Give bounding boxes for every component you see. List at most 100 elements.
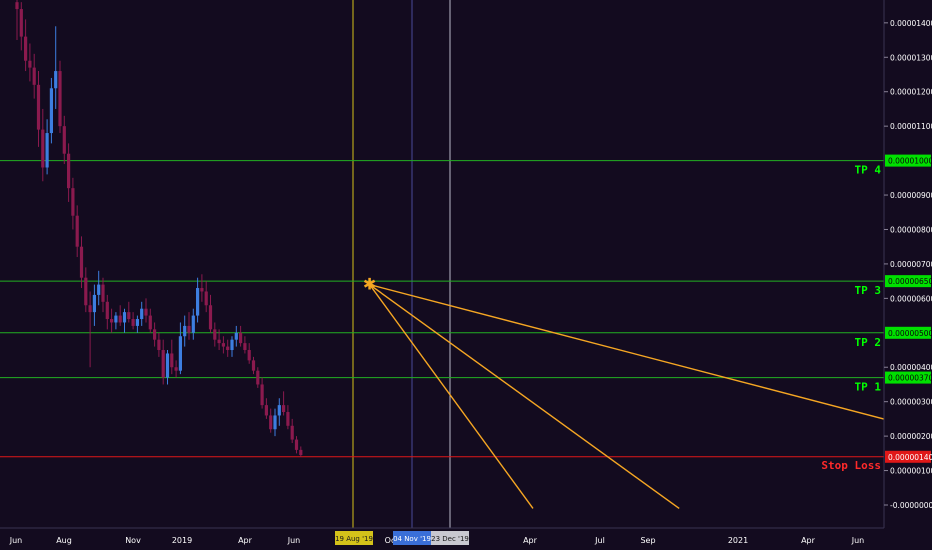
time-tick-label: Jun — [9, 536, 23, 545]
date-marker-tag[interactable] — [431, 531, 469, 545]
candle-body — [294, 439, 299, 450]
price-tick-label: 0.00000400 — [890, 363, 932, 372]
time-tick-label: Aug — [56, 536, 72, 545]
date-marker-tag-text: 04 Nov '19 — [393, 535, 431, 543]
fan-line[interactable] — [369, 283, 932, 499]
date-marker-tag-text: 23 Dec '19 — [431, 535, 469, 543]
candle-body — [144, 308, 148, 316]
level-price-tag — [885, 326, 931, 339]
level-price-tag-text: 0.00001000 — [888, 157, 932, 166]
fan-line[interactable] — [369, 284, 680, 510]
date-marker-tag[interactable] — [335, 531, 373, 545]
candle-body — [58, 71, 62, 127]
candle-body — [273, 415, 277, 430]
candle-body — [54, 71, 58, 89]
candle-body — [15, 2, 19, 10]
level-price-tag — [885, 154, 931, 167]
candle-body — [19, 9, 23, 37]
candle-body — [191, 315, 195, 333]
time-tick-label: 2019 — [172, 536, 192, 545]
candle-body — [75, 215, 79, 247]
take-profit-label: TP 4 — [855, 164, 882, 177]
level-price-tag-text: 0.00000500 — [888, 329, 932, 338]
time-axis[interactable]: Jun Aug Nov 2019 Apr Jun Oc Apr Jul Sep 2021 Apr Jun… — [0, 527, 932, 550]
candle-body — [32, 67, 36, 85]
fan-line[interactable] — [369, 284, 534, 509]
candle-body — [148, 315, 152, 330]
price-tick-label: 0.00001100 — [890, 122, 932, 131]
level-price-tag-text: 0.00000370 — [888, 374, 932, 383]
plot-area[interactable]: TP 4 TP 3 TP 2 TP 1 Stop Loss ✱ — [0, 0, 932, 528]
time-tick-label: Nov — [125, 536, 141, 545]
candle-body — [157, 339, 161, 351]
candle-body — [299, 449, 303, 456]
fan-origin-star-icon[interactable]: ✱ — [363, 275, 376, 294]
candle-body — [45, 133, 49, 168]
candle-body — [49, 88, 53, 134]
candle-body — [243, 343, 247, 351]
date-marker-tag-text: 19 Aug '19 — [335, 535, 373, 543]
price-tick-label: 0.00000200 — [890, 432, 932, 441]
candle-body — [92, 294, 96, 313]
candle-body — [234, 332, 238, 340]
candle-body — [221, 343, 225, 347]
candle-body — [213, 329, 217, 340]
candle-body — [170, 353, 174, 368]
date-marker-tag[interactable] — [393, 531, 431, 545]
candle-body — [105, 301, 109, 320]
candle-body — [256, 370, 260, 385]
time-tick-label: Jun — [851, 536, 865, 545]
level-price-tag-text: 0.00000140 — [888, 453, 932, 462]
time-tick-label: Apr — [801, 536, 816, 545]
candle-body — [62, 126, 66, 154]
level-price-tag — [885, 450, 931, 463]
candle-body — [101, 284, 105, 302]
level-price-tag-text: 0.00000650 — [888, 277, 932, 286]
candle-body — [135, 319, 139, 326]
take-profit-label: TP 2 — [855, 336, 882, 349]
candle-body — [204, 291, 208, 306]
candle-body — [114, 315, 118, 323]
price-tick-label: 0.00001300 — [890, 53, 932, 62]
candle-body — [277, 405, 281, 416]
price-tick-label: 0.00001200 — [890, 88, 932, 97]
price-axis[interactable]: 0.00001400 0.00001300 0.00001200 0.00001100… — [883, 0, 932, 550]
price-tick-label: 0.00000600 — [890, 294, 932, 303]
candle-body — [110, 319, 114, 323]
time-tick-label: Jul — [594, 536, 605, 545]
candle-body — [264, 405, 268, 416]
candle-body — [187, 325, 191, 333]
candle-body — [79, 246, 84, 278]
time-tick-label: Sep — [640, 536, 655, 545]
candle-body — [178, 336, 182, 371]
time-tick-label: Jun — [287, 536, 301, 545]
candle-body — [174, 367, 178, 371]
time-tick-label: Apr — [523, 536, 538, 545]
candle-body — [200, 288, 204, 292]
candle-body — [127, 312, 131, 320]
candle-body — [183, 325, 187, 337]
candle-body — [290, 425, 294, 440]
candle-body — [226, 346, 230, 351]
candle-body — [28, 60, 32, 68]
candle-body — [122, 312, 127, 323]
take-profit-label: TP 3 — [855, 284, 882, 297]
candle-body — [88, 305, 92, 313]
candle-body — [161, 350, 165, 378]
time-tick-label: Oc — [385, 536, 396, 545]
stop-loss-label: Stop Loss — [821, 459, 881, 472]
price-tick-label: 0.00000800 — [890, 225, 932, 234]
time-tick-label: 2021 — [728, 536, 748, 545]
candle-body — [260, 384, 264, 406]
candle-body — [251, 360, 256, 371]
price-tick-label: 0.00000900 — [890, 191, 932, 200]
candle-body — [97, 284, 101, 295]
candle-body — [67, 153, 71, 189]
candle-body — [140, 308, 144, 320]
candle-body — [131, 319, 135, 326]
candle-body — [286, 412, 290, 426]
candle-body — [84, 277, 88, 306]
